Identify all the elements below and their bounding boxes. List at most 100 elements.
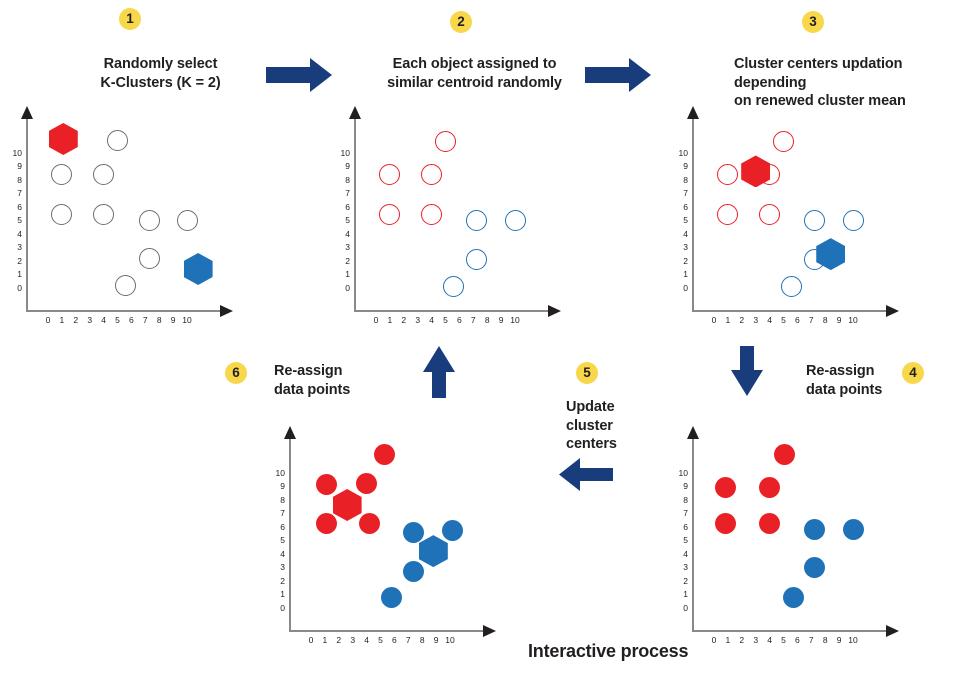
x-axis-tick-label: 1 [725, 635, 731, 645]
x-axis-tick-label: 9 [836, 315, 842, 325]
x-axis-tick-label: 8 [822, 315, 828, 325]
x-axis-ticks: 0 1 2 3 4 5 6 7 8 9 10 [335, 110, 565, 325]
x-axis-tick-label: 4 [767, 315, 772, 325]
y-axis-arrowhead-icon [348, 106, 361, 119]
red-data-point [759, 204, 781, 226]
y-axis-tick-label: 1 [683, 269, 688, 280]
y-axis [26, 117, 28, 311]
x-axis-tick-label: 1 [322, 635, 328, 645]
plot-points [673, 430, 903, 645]
y-axis-tick-label: 8 [17, 174, 22, 185]
x-axis-tick-label: 10 [848, 315, 858, 325]
y-axis-tick-label: 6 [17, 201, 22, 212]
y-axis-ticks: 10 9 8 7 6 5 4 3 2 1 0 [335, 110, 565, 325]
y-axis-ticks: 10 9 8 7 6 5 4 3 2 1 0 [7, 110, 237, 325]
x-axis-arrowhead-icon [886, 624, 899, 637]
step-5-title: Update cluster centers [566, 398, 656, 454]
y-axis-tick-label: 7 [280, 508, 285, 519]
arrow-left-step5-icon [559, 458, 613, 491]
y-axis-tick-label: 0 [683, 283, 688, 293]
y-axis-tick-label: 8 [683, 174, 688, 185]
gray-data-point [115, 274, 137, 296]
blue-data-point [782, 586, 804, 608]
y-axis-tick-label: 6 [280, 521, 285, 532]
y-axis [692, 437, 694, 631]
y-axis [289, 437, 291, 631]
y-axis-ticks: 10 9 8 7 6 5 4 3 2 1 0 [270, 430, 500, 645]
x-axis-tick-label: 7 [142, 315, 148, 325]
red-data-point [358, 513, 380, 535]
title-line: centers [566, 436, 617, 452]
y-axis-tick-label: 5 [280, 535, 285, 546]
x-axis-tick-label: 3 [350, 635, 356, 645]
x-axis-tick-label: 7 [808, 315, 814, 325]
y-axis-tick-label: 10 [275, 467, 285, 478]
x-axis-arrowhead-icon [548, 304, 561, 317]
gray-data-point [107, 129, 128, 151]
blue-data-point [803, 556, 825, 578]
y-axis-tick-label: 5 [345, 215, 350, 226]
x-axis-tick-label: 3 [415, 315, 421, 325]
x-axis-tick-label: 1 [387, 315, 393, 325]
x-axis-tick-label: 3 [753, 315, 759, 325]
x-axis-tick-label: 7 [808, 635, 814, 645]
plot-points [335, 110, 565, 325]
y-axis-tick-label: 9 [280, 481, 285, 492]
x-axis-tick-label: 0 [308, 635, 314, 645]
x-axis [354, 310, 551, 312]
x-axis-tick-label: 6 [457, 315, 462, 325]
x-axis-tick-label: 6 [795, 635, 800, 645]
x-axis-tick-label: 9 [498, 315, 504, 325]
y-axis-tick-label: 10 [340, 147, 350, 158]
step-3-title: Cluster centers updation depending on re… [734, 55, 963, 111]
x-axis-tick-label: 3 [753, 635, 759, 645]
blue-data-point [465, 249, 487, 271]
y-axis-tick-label: 4 [17, 228, 22, 239]
plot-points [7, 110, 237, 325]
y-axis-tick-label: 8 [345, 174, 350, 185]
x-axis-tick-label: 6 [795, 315, 800, 325]
y-axis-tick-label: 7 [683, 188, 688, 199]
title-line: on renewed cluster mean [734, 93, 906, 109]
title-line: Re-assign [274, 363, 343, 379]
figure-caption: Interactive process [528, 641, 689, 661]
title-line: Cluster centers updation depending [734, 56, 903, 91]
y-axis-tick-label: 10 [12, 147, 22, 158]
red-data-point [759, 513, 781, 535]
red-data-point [714, 513, 736, 535]
step-4-title: Re-assign data points [806, 362, 916, 399]
red-data-point [717, 163, 739, 185]
y-axis-tick-label: 0 [17, 283, 22, 293]
x-axis [26, 310, 223, 312]
red-data-point [717, 204, 739, 226]
x-axis-tick-label: 5 [378, 635, 383, 645]
x-axis-tick-label: 5 [781, 315, 786, 325]
x-axis-tick-label: 2 [73, 315, 79, 325]
x-axis-tick-label: 10 [848, 635, 858, 645]
x-axis [692, 630, 889, 632]
x-axis-tick-label: 6 [129, 315, 134, 325]
x-axis [289, 630, 486, 632]
title-line: data points [274, 381, 351, 398]
y-axis-tick-label: 3 [345, 242, 350, 253]
x-axis-tick-label: 8 [156, 315, 162, 325]
plot-points [270, 430, 500, 645]
red-data-point [421, 204, 443, 226]
x-axis-tick-label: 8 [822, 635, 828, 645]
red-data-point [315, 513, 337, 535]
blue-data-point [443, 276, 465, 298]
x-axis-tick-label: 4 [364, 635, 369, 645]
red-data-point [315, 474, 337, 496]
step-1-title: Randomly select K-Clusters (K = 2) [58, 55, 263, 92]
arrow-right-step2-to-step3-icon [585, 58, 651, 92]
red-data-point [773, 131, 794, 153]
x-axis-tick-label: 0 [711, 635, 717, 645]
x-axis-tick-label: 4 [101, 315, 106, 325]
y-axis-arrowhead-icon [283, 426, 296, 439]
scatter-plot-step-1: 10 9 8 7 6 5 4 3 2 1 0 0 1 2 3 4 5 6 7 8 9 10 [7, 106, 237, 325]
y-axis-tick-label: 4 [345, 228, 350, 239]
scatter-plot-step-6: 10 9 8 7 6 5 4 3 2 1 0 0 1 2 3 4 5 6 7 8 9 10 [270, 426, 500, 645]
y-axis-arrowhead-icon [686, 106, 699, 119]
x-axis-tick-label: 9 [170, 315, 176, 325]
